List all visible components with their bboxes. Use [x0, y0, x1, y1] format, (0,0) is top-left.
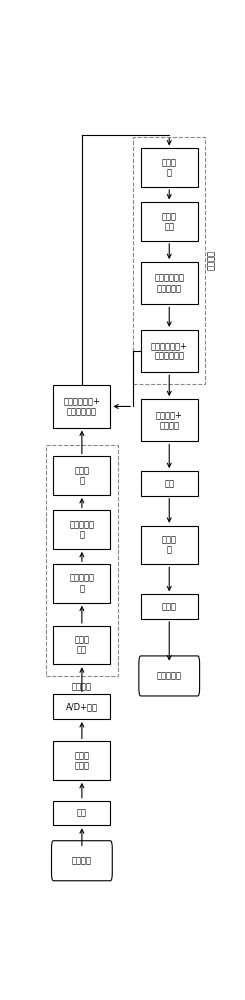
FancyBboxPatch shape — [141, 594, 198, 619]
Text: 信道译
码: 信道译 码 — [162, 535, 177, 555]
Text: 整数频偏估计
与时偏估计: 整数频偏估计 与时偏估计 — [154, 274, 184, 293]
Text: 整数频偏补偿+
跟踪时间补偿: 整数频偏补偿+ 跟踪时间补偿 — [151, 341, 188, 361]
FancyBboxPatch shape — [53, 741, 110, 780]
FancyBboxPatch shape — [141, 262, 198, 304]
Text: 信息帧数据: 信息帧数据 — [157, 671, 182, 680]
Text: 延迟与
差分: 延迟与 差分 — [74, 635, 89, 655]
FancyBboxPatch shape — [53, 626, 110, 664]
FancyBboxPatch shape — [141, 399, 198, 441]
Text: 跟踪模块: 跟踪模块 — [207, 250, 216, 270]
FancyBboxPatch shape — [141, 202, 198, 241]
FancyBboxPatch shape — [53, 510, 110, 549]
Text: 小数频偏补偿+
捕获时偏补偿: 小数频偏补偿+ 捕获时偏补偿 — [63, 397, 100, 416]
Text: A/D+滤波: A/D+滤波 — [66, 702, 98, 711]
Text: 天线: 天线 — [77, 808, 87, 818]
Text: 数据分
块: 数据分 块 — [162, 158, 177, 177]
FancyBboxPatch shape — [141, 148, 198, 187]
FancyBboxPatch shape — [141, 526, 198, 564]
Text: 解调: 解调 — [164, 479, 174, 488]
FancyBboxPatch shape — [53, 801, 110, 825]
Text: 查找峰
值: 查找峰 值 — [74, 466, 89, 485]
FancyBboxPatch shape — [53, 385, 110, 428]
FancyBboxPatch shape — [53, 564, 110, 603]
Text: 差分首次累
加: 差分首次累 加 — [69, 574, 94, 593]
Text: 射频收
发组合: 射频收 发组合 — [74, 751, 89, 770]
FancyBboxPatch shape — [51, 841, 112, 881]
Text: 解交织: 解交织 — [162, 602, 177, 611]
FancyBboxPatch shape — [141, 330, 198, 372]
FancyBboxPatch shape — [141, 471, 198, 496]
FancyBboxPatch shape — [53, 694, 110, 719]
Text: 截取独
特字: 截取独 特字 — [162, 212, 177, 231]
FancyBboxPatch shape — [53, 456, 110, 495]
Text: 捕获模块: 捕获模块 — [72, 682, 92, 691]
FancyBboxPatch shape — [139, 656, 200, 696]
Text: 无线电波: 无线电波 — [72, 856, 92, 865]
Text: 信道估计+
信道均衡: 信道估计+ 信道均衡 — [156, 411, 183, 430]
Text: 二次滑动累
加: 二次滑动累 加 — [69, 520, 94, 539]
